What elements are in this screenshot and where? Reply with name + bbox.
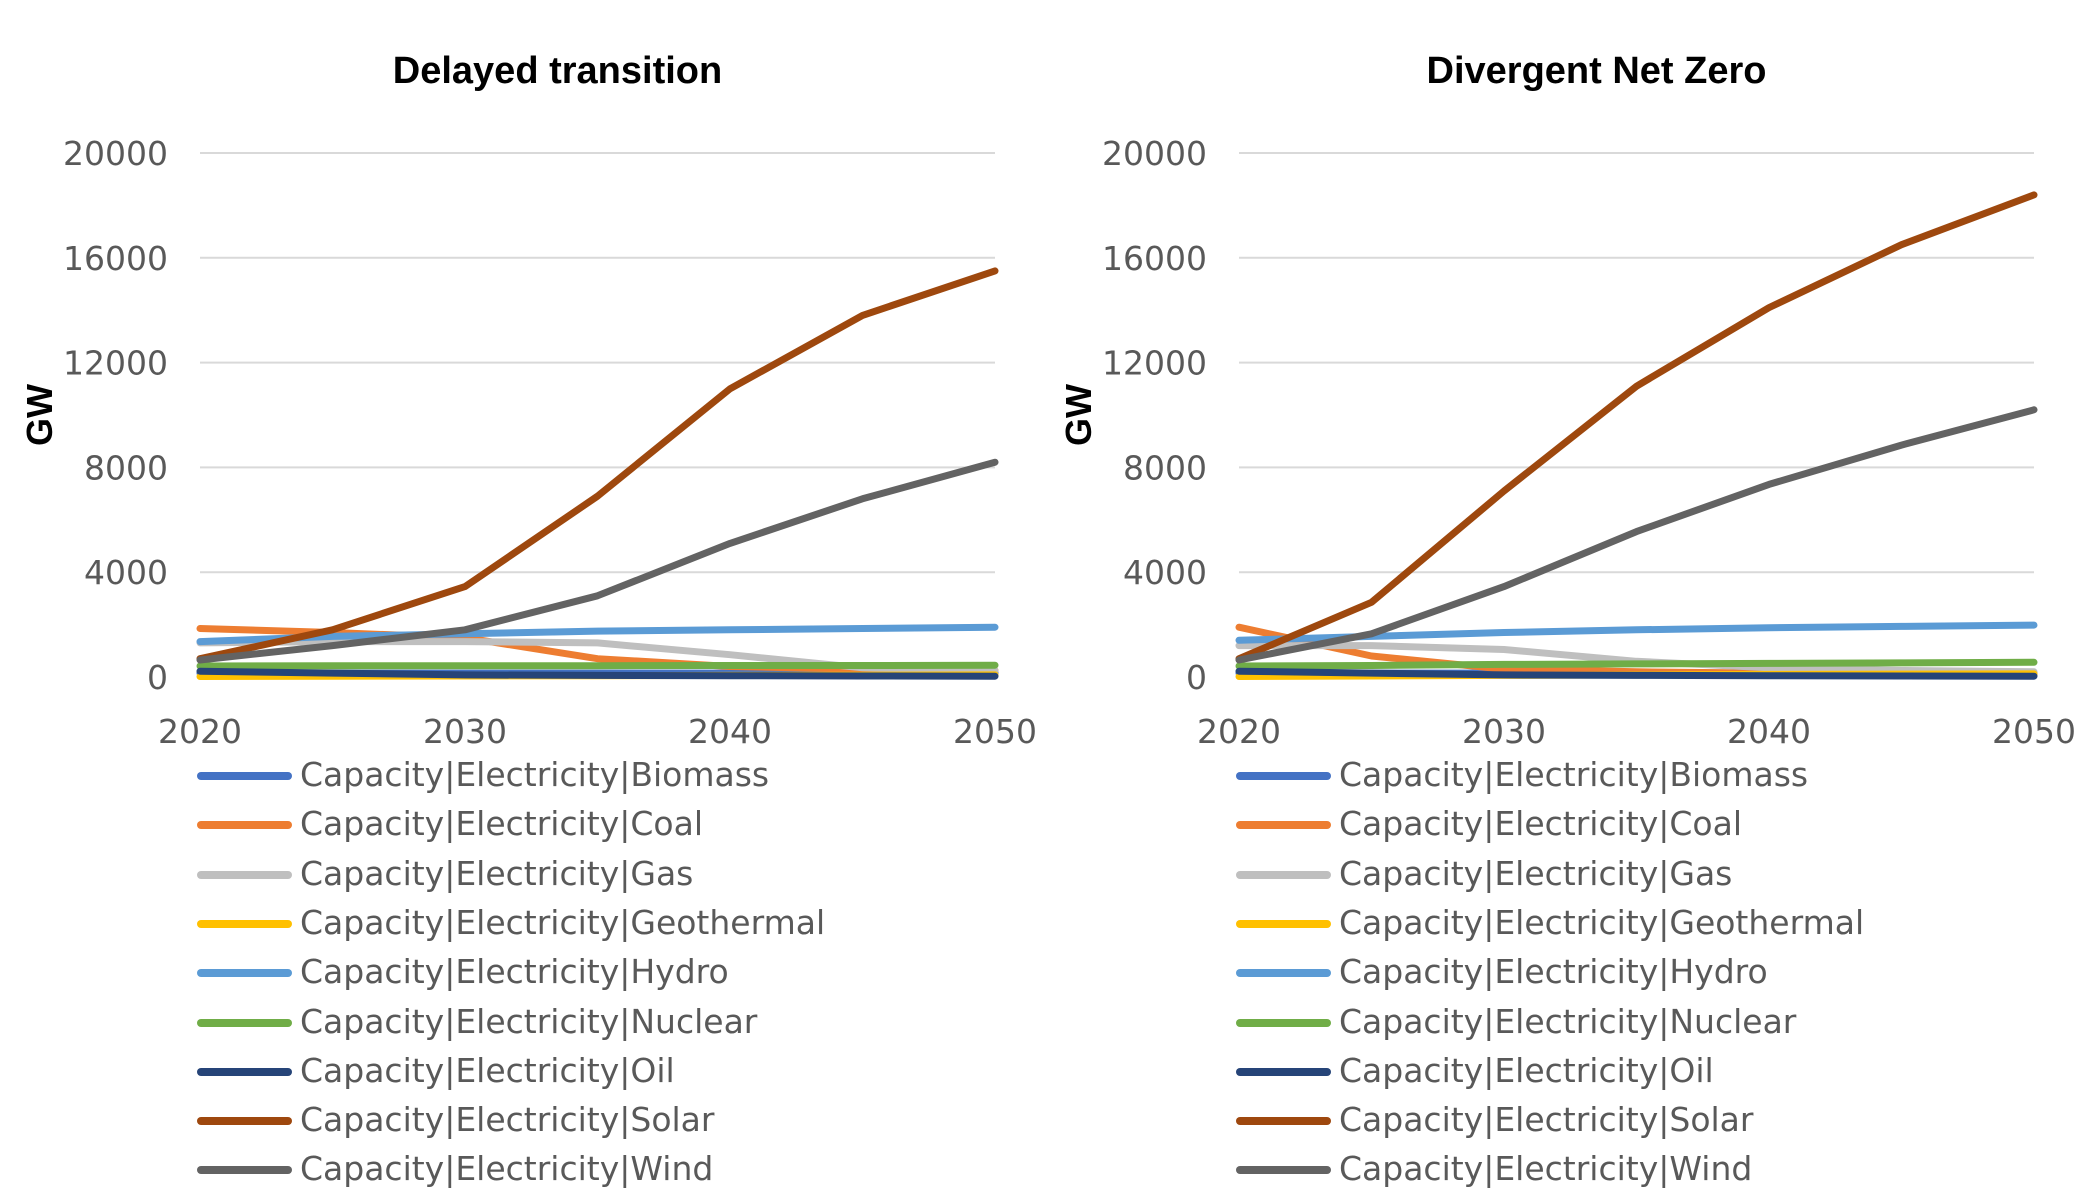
x-tick-label: 2030 <box>423 712 507 751</box>
series-line-oil <box>196 667 999 680</box>
x-tick-label: 2040 <box>1727 712 1811 751</box>
series-line-hydro <box>196 623 999 646</box>
legend-item: Capacity|Electricity|Wind <box>0 1149 900 1189</box>
legend-swatch <box>197 1067 292 1076</box>
series-line-nuclear <box>196 661 999 670</box>
legend-item: Capacity|Electricity|Geothermal <box>1039 903 1939 943</box>
legend-item: Capacity|Electricity|Coal <box>0 804 900 844</box>
legend-item: Capacity|Electricity|Nuclear <box>0 1002 900 1042</box>
legend-label: Capacity|Electricity|Nuclear <box>300 1001 758 1041</box>
legend-item: Capacity|Electricity|Hydro <box>1039 952 1939 992</box>
legend-swatch <box>197 919 292 928</box>
x-tick-label: 2020 <box>1197 712 1281 751</box>
legend-label: Capacity|Electricity|Biomass <box>1339 755 1809 794</box>
y-tick-label: 0 <box>147 658 168 697</box>
legend-item: Capacity|Electricity|Oil <box>0 1051 900 1091</box>
chart-title: Divergent Net Zero <box>1427 50 1767 92</box>
legend-item: Capacity|Electricity|Oil <box>1039 1051 1939 1091</box>
legend-swatch <box>1236 870 1331 879</box>
legend-swatch <box>1236 1166 1331 1175</box>
y-tick-label: 20000 <box>63 134 168 173</box>
x-tick-label: 2040 <box>688 712 772 751</box>
legend-label: Capacity|Electricity|Solar <box>300 1100 715 1140</box>
legend-label: Capacity|Electricity|Geothermal <box>1339 902 1865 942</box>
series-line-wind <box>196 458 999 664</box>
legend-swatch <box>197 969 292 978</box>
legend-swatch <box>197 1166 292 1175</box>
legend-label: Capacity|Electricity|Coal <box>300 804 703 844</box>
legend-swatch <box>1236 772 1331 780</box>
legend-swatch <box>1236 1117 1331 1126</box>
legend-label: Capacity|Electricity|Geothermal <box>300 902 826 942</box>
chart-delayed-transition: Delayed transition GW 0 4000 8000 12000 16000 2… <box>0 50 1037 1189</box>
y-tick-label: 8000 <box>1123 448 1207 487</box>
y-axis-label: GW <box>19 384 60 446</box>
series-line-nuclear <box>1235 658 2038 670</box>
legend-label: Capacity|Electricity|Wind <box>300 1149 714 1189</box>
legend-item: Capacity|Electricity|Gas <box>0 854 900 894</box>
legend-item: Capacity|Electricity|Wind <box>1039 1149 1939 1189</box>
legend-label: Capacity|Electricity|Nuclear <box>1339 1001 1797 1041</box>
legend-swatch <box>1236 1067 1331 1076</box>
legend-item: Capacity|Electricity|Coal <box>1039 804 1939 844</box>
legend-label: Capacity|Electricity|Oil <box>1339 1050 1714 1090</box>
legend-swatch <box>1236 919 1331 928</box>
legend-item: Capacity|Electricity|Gas <box>1039 854 1939 894</box>
legend-swatch <box>1236 821 1331 830</box>
legend-label: Capacity|Electricity|Biomass <box>300 755 770 794</box>
legend-swatch <box>1236 1018 1331 1027</box>
y-tick-label: 12000 <box>63 344 168 383</box>
legend-label: Capacity|Electricity|Hydro <box>300 952 729 992</box>
chart-title: Delayed transition <box>393 50 722 92</box>
y-tick-label: 4000 <box>84 553 168 592</box>
legend-label: Capacity|Electricity|Oil <box>300 1050 675 1090</box>
legend-item: Capacity|Electricity|Biomass <box>0 755 900 795</box>
legend-item: Capacity|Electricity|Hydro <box>0 952 900 992</box>
legend-label: Capacity|Electricity|Hydro <box>1339 952 1768 992</box>
x-tick-label: 2050 <box>953 712 1037 751</box>
x-tick-label: 2050 <box>1992 712 2076 751</box>
y-tick-label: 0 <box>1186 658 1207 697</box>
series-line-oil <box>1235 667 2038 680</box>
legend-label: Capacity|Electricity|Coal <box>1339 804 1742 844</box>
legend-item: Capacity|Electricity|Biomass <box>1039 755 1939 795</box>
y-tick-label: 16000 <box>1102 239 1207 278</box>
legend-swatch <box>1236 969 1331 978</box>
legend-label: Capacity|Electricity|Wind <box>1339 1149 1753 1189</box>
legend-swatch <box>197 1117 292 1126</box>
chart-plot-right: Divergent Net Zero GW 0 4000 8000 12000 16000 2… <box>1058 50 2076 751</box>
x-tick-label: 2030 <box>1462 712 1546 751</box>
y-tick-label: 12000 <box>1102 344 1207 383</box>
legend-label: Capacity|Electricity|Gas <box>300 853 694 893</box>
series-line-solar <box>1235 191 2038 663</box>
chart-plot-left: Delayed transition GW 0 4000 8000 12000 16000 2… <box>19 50 1037 751</box>
y-tick-label: 4000 <box>1123 553 1207 592</box>
x-tick-label: 2020 <box>158 712 242 751</box>
legend-label: Capacity|Electricity|Solar <box>1339 1100 1754 1140</box>
legend-item: Capacity|Electricity|Geothermal <box>0 903 900 943</box>
y-axis-label: GW <box>1058 384 1099 446</box>
series-line-wind <box>1235 406 2038 664</box>
legend-label: Capacity|Electricity|Gas <box>1339 853 1733 893</box>
series-line-solar <box>196 267 999 663</box>
legend-item: Capacity|Electricity|Nuclear <box>1039 1002 1939 1042</box>
legend-swatch <box>197 821 292 830</box>
legend-item: Capacity|Electricity|Solar <box>0 1100 900 1140</box>
legend-swatch <box>197 1018 292 1027</box>
y-tick-label: 20000 <box>1102 134 1207 173</box>
chart-divergent-net-zero: Divergent Net Zero GW 0 4000 8000 12000 16000 2… <box>1039 0 2078 1195</box>
y-tick-label: 16000 <box>63 239 168 278</box>
y-tick-label: 8000 <box>84 448 168 487</box>
legend-swatch <box>197 772 292 780</box>
legend-swatch <box>197 870 292 879</box>
legend-item: Capacity|Electricity|Solar <box>1039 1100 1939 1140</box>
